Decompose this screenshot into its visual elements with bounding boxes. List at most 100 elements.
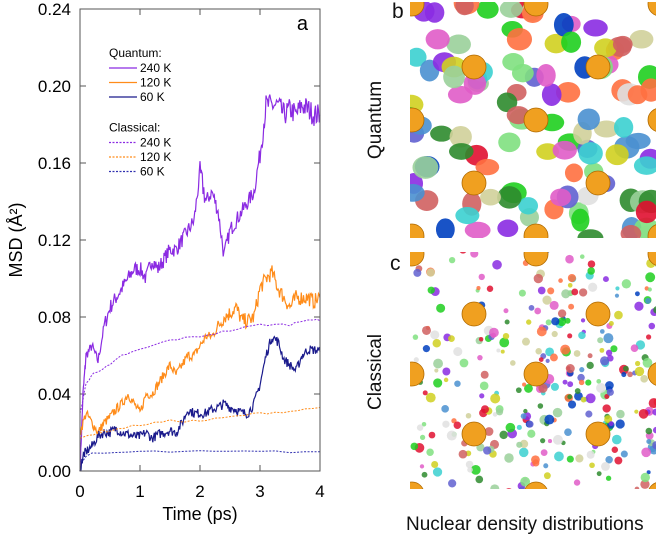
hydrogen-density-blob xyxy=(615,286,620,291)
classical-row-label: Classical xyxy=(365,333,386,411)
hydrogen-density-blob xyxy=(449,143,474,160)
hydrogen-density-blob xyxy=(526,319,532,325)
hydrogen-density-blob xyxy=(574,391,583,401)
hydrogen-density-blob xyxy=(486,285,494,293)
hydrogen-density-blob xyxy=(433,358,444,369)
hydrogen-density-blob xyxy=(459,358,469,368)
hydrogen-density-blob xyxy=(496,92,518,113)
hydrogen-density-blob xyxy=(448,335,455,343)
hydrogen-density-blob xyxy=(465,460,474,469)
x-axis-label: Time (ps) xyxy=(162,504,237,524)
hydrogen-density-blob xyxy=(506,488,512,489)
hydrogen-density-blob xyxy=(536,63,556,87)
hydrogen-density-blob xyxy=(625,132,651,150)
hydrogen-density-blob xyxy=(538,357,544,362)
hydrogen-density-blob xyxy=(614,456,623,465)
hydrogen-density-blob xyxy=(589,462,595,469)
metal-atom-sphere xyxy=(523,107,549,133)
hydrogen-density-blob xyxy=(499,430,508,440)
legend-group-title: Classical: xyxy=(109,121,160,135)
hydrogen-density-blob xyxy=(596,378,602,384)
hydrogen-density-blob xyxy=(571,288,579,296)
y-tick-label: 0.04 xyxy=(38,385,71,404)
hydrogen-density-blob xyxy=(526,420,534,428)
hydrogen-density-blob xyxy=(614,293,620,298)
hydrogen-density-blob xyxy=(422,390,428,396)
metal-atom-sphere xyxy=(647,108,656,132)
hydrogen-density-blob xyxy=(566,455,574,463)
hydrogen-density-blob xyxy=(545,347,555,357)
hydrogen-density-blob xyxy=(527,429,536,438)
hydrogen-density-blob xyxy=(573,350,581,357)
hydrogen-density-blob xyxy=(412,156,439,179)
hydrogen-density-blob xyxy=(642,357,653,368)
hydrogen-density-blob xyxy=(492,412,498,417)
hydrogen-density-blob xyxy=(443,377,449,383)
hydrogen-density-blob xyxy=(586,450,595,459)
series-line-classical-60-k xyxy=(79,450,321,462)
hydrogen-density-blob xyxy=(620,450,628,458)
hydrogen-density-blob xyxy=(634,291,640,297)
x-tick-label: 3 xyxy=(255,482,264,501)
y-tick-label: 0.12 xyxy=(38,231,71,250)
y-tick-label: 0.24 xyxy=(38,0,71,19)
hydrogen-density-blob xyxy=(557,309,567,318)
metal-atom-sphere xyxy=(410,252,425,267)
legend-entry: 240 K xyxy=(140,61,171,75)
hydrogen-density-blob xyxy=(621,279,632,289)
hydrogen-density-blob xyxy=(522,477,528,483)
hydrogen-density-blob xyxy=(585,410,593,418)
hydrogen-density-blob xyxy=(602,404,611,413)
series-line-quantum-60-k xyxy=(79,335,321,472)
metal-atom-sphere xyxy=(410,2,425,17)
hydrogen-density-blob xyxy=(537,403,544,409)
legend-entry: 120 K xyxy=(140,150,171,164)
hydrogen-density-blob xyxy=(490,484,500,489)
series-line-classical-120-k xyxy=(79,406,321,439)
hydrogen-density-blob xyxy=(421,421,427,427)
hydrogen-density-blob xyxy=(640,479,650,489)
hydrogen-density-blob xyxy=(550,188,572,207)
hydrogen-density-blob xyxy=(645,298,651,304)
hydrogen-density-blob xyxy=(605,349,613,357)
hydrogen-density-blob xyxy=(593,120,620,138)
hydrogen-density-blob xyxy=(522,382,527,387)
hydrogen-density-blob xyxy=(496,348,501,353)
hydrogen-density-blob xyxy=(533,273,544,284)
metal-atom-sphere xyxy=(647,362,656,386)
hydrogen-density-blob xyxy=(516,424,522,431)
hydrogen-density-blob xyxy=(552,140,577,160)
hydrogen-density-blob xyxy=(587,353,593,359)
hydrogen-density-blob xyxy=(428,431,436,439)
hydrogen-density-blob xyxy=(484,427,494,436)
hydrogen-density-blob xyxy=(419,434,426,441)
hydrogen-density-blob xyxy=(536,326,547,337)
hydrogen-density-blob xyxy=(578,379,585,386)
hydrogen-density-blob xyxy=(653,306,656,314)
hydrogen-density-blob xyxy=(652,426,656,434)
metal-atom-sphere xyxy=(410,107,425,133)
hydrogen-density-blob xyxy=(610,345,618,353)
hydrogen-density-blob xyxy=(578,331,586,340)
metal-atom-sphere xyxy=(585,421,611,447)
hydrogen-density-blob xyxy=(588,282,598,292)
hydrogen-density-blob xyxy=(502,332,510,340)
metal-atom-sphere xyxy=(523,223,549,238)
metal-atom-sphere xyxy=(524,481,548,489)
hydrogen-density-blob xyxy=(634,301,644,311)
hydrogen-density-blob xyxy=(416,424,424,431)
hydrogen-density-blob xyxy=(553,13,574,37)
hydrogen-density-blob xyxy=(638,409,649,419)
hydrogen-density-blob xyxy=(577,373,585,382)
hydrogen-density-blob xyxy=(448,256,456,264)
legend-entry: 120 K xyxy=(140,76,171,90)
hydrogen-density-blob xyxy=(599,347,605,353)
hydrogen-density-blob xyxy=(613,116,634,138)
hydrogen-density-blob xyxy=(521,337,530,346)
hydrogen-density-blob xyxy=(605,455,613,464)
x-tick-label: 0 xyxy=(75,482,84,501)
hydrogen-density-blob xyxy=(541,83,562,106)
metal-atom-sphere xyxy=(647,252,656,266)
hydrogen-density-blob xyxy=(465,412,472,419)
hydrogen-density-blob xyxy=(583,19,608,37)
